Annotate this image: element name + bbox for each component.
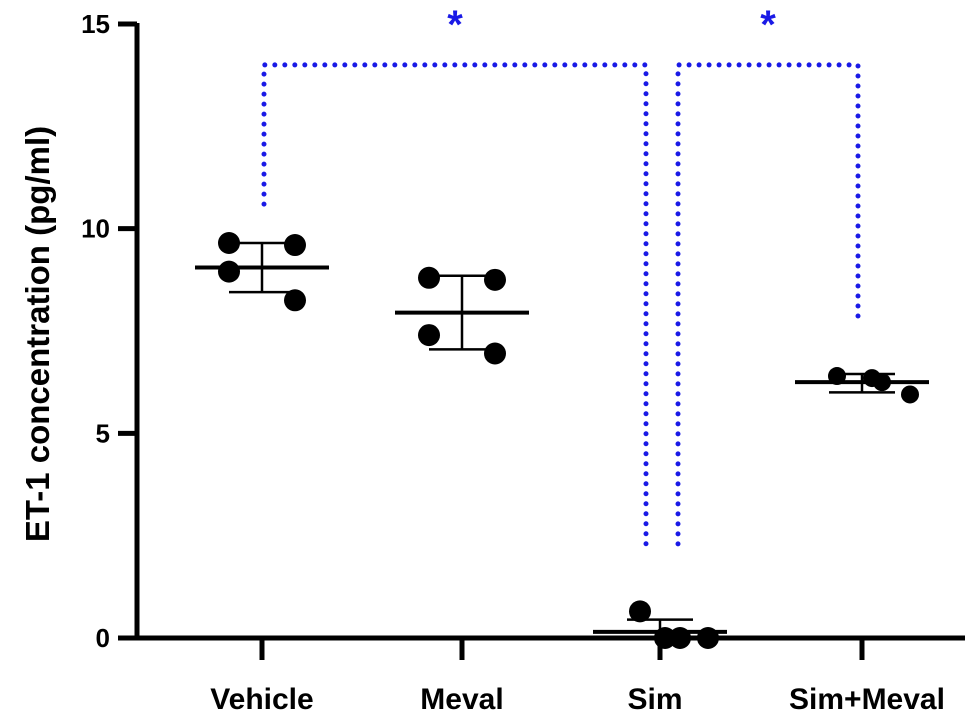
x-tick-label-sim: Sim bbox=[627, 683, 682, 716]
point-sim-meval-4 bbox=[901, 385, 919, 404]
point-sim-1 bbox=[629, 600, 651, 623]
y-tick-label-0: 0 bbox=[96, 623, 110, 653]
x-tick-label-meval: Meval bbox=[420, 683, 503, 716]
point-vehicle-3 bbox=[218, 260, 240, 283]
y-tick-label-15: 15 bbox=[81, 9, 110, 39]
point-vehicle-4 bbox=[284, 289, 306, 312]
significance-bracket-1 bbox=[261, 62, 649, 551]
point-meval-1 bbox=[418, 266, 440, 289]
point-meval-4 bbox=[484, 342, 506, 365]
point-vehicle-2 bbox=[284, 234, 306, 257]
significance-annotations: * * bbox=[261, 3, 861, 551]
point-sim-meval-3 bbox=[873, 373, 891, 392]
significance-star-2: * bbox=[760, 3, 776, 47]
x-ticks: Vehicle Meval Sim Sim+Meval bbox=[210, 638, 945, 716]
significance-bracket-2 bbox=[675, 62, 861, 547]
x-tick-label-vehicle: Vehicle bbox=[210, 683, 313, 716]
y-axis-label: ET-1 concentration (pg/ml) bbox=[19, 126, 56, 542]
x-tick-label-sim-meval: Sim+Meval bbox=[789, 683, 945, 716]
data-points bbox=[218, 231, 919, 649]
point-meval-3 bbox=[418, 324, 440, 347]
point-sim-meval-1 bbox=[828, 367, 846, 386]
y-ticks: 0 5 10 15 bbox=[81, 9, 137, 653]
point-sim-4 bbox=[654, 627, 676, 649]
y-tick-label-5: 5 bbox=[96, 418, 110, 448]
point-sim-3 bbox=[697, 627, 719, 649]
point-vehicle-1 bbox=[218, 231, 240, 254]
y-tick-label-10: 10 bbox=[81, 214, 110, 244]
point-meval-2 bbox=[484, 268, 506, 291]
significance-star-1: * bbox=[447, 3, 463, 47]
